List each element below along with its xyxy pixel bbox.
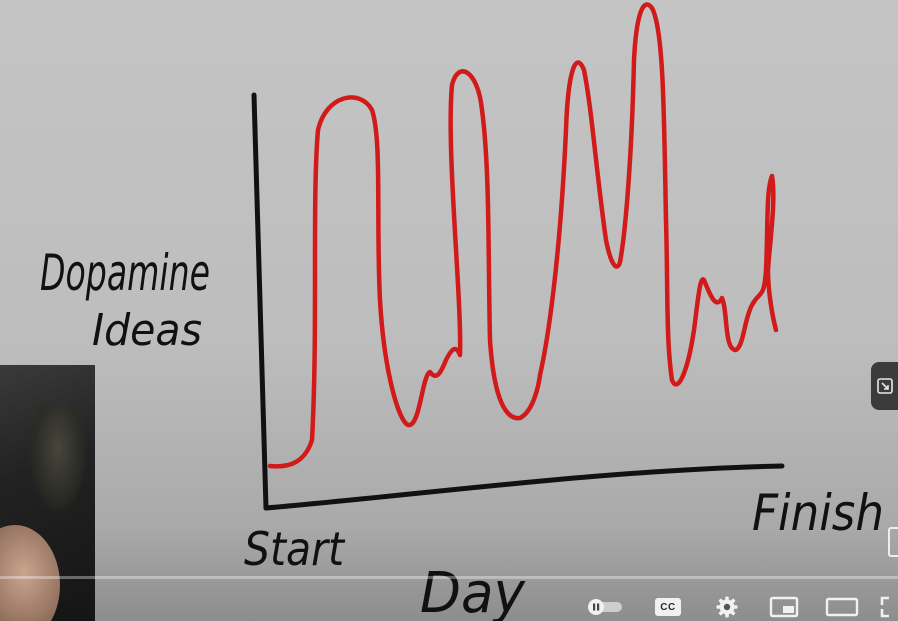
fullscreen-icon	[880, 596, 889, 618]
card-expand-button[interactable]	[871, 362, 898, 410]
expand-arrow-icon	[876, 378, 893, 394]
theater-mode-icon	[825, 597, 859, 617]
x-axis-label: Day	[420, 561, 526, 621]
miniplayer-button[interactable]	[768, 593, 800, 621]
presenter-shoulder	[0, 525, 60, 621]
y-axis-label-line2: Ideas	[92, 305, 202, 356]
fullscreen-button[interactable]	[880, 593, 898, 621]
autoplay-toggle-icon	[588, 599, 622, 615]
side-panel-tab[interactable]	[888, 527, 898, 557]
y-axis-line	[251, 92, 269, 511]
progress-bar[interactable]	[0, 576, 898, 579]
settings-button[interactable]	[712, 593, 742, 621]
dopamine-curve	[267, 2, 779, 469]
theater-mode-button[interactable]	[824, 593, 860, 621]
settings-gear-icon	[716, 596, 738, 618]
webcam-overlay	[0, 365, 95, 621]
subtitles-icon: CC	[655, 598, 681, 616]
autoplay-toggle[interactable]	[585, 593, 625, 621]
miniplayer-icon	[769, 596, 799, 618]
x-end-label: Finish	[752, 484, 884, 542]
y-axis-label-line1: Dopamine	[40, 244, 210, 302]
x-start-label: Start	[244, 522, 346, 576]
x-axis-line	[263, 463, 785, 511]
subtitles-button[interactable]: CC	[653, 593, 683, 621]
background-plant	[28, 405, 88, 515]
